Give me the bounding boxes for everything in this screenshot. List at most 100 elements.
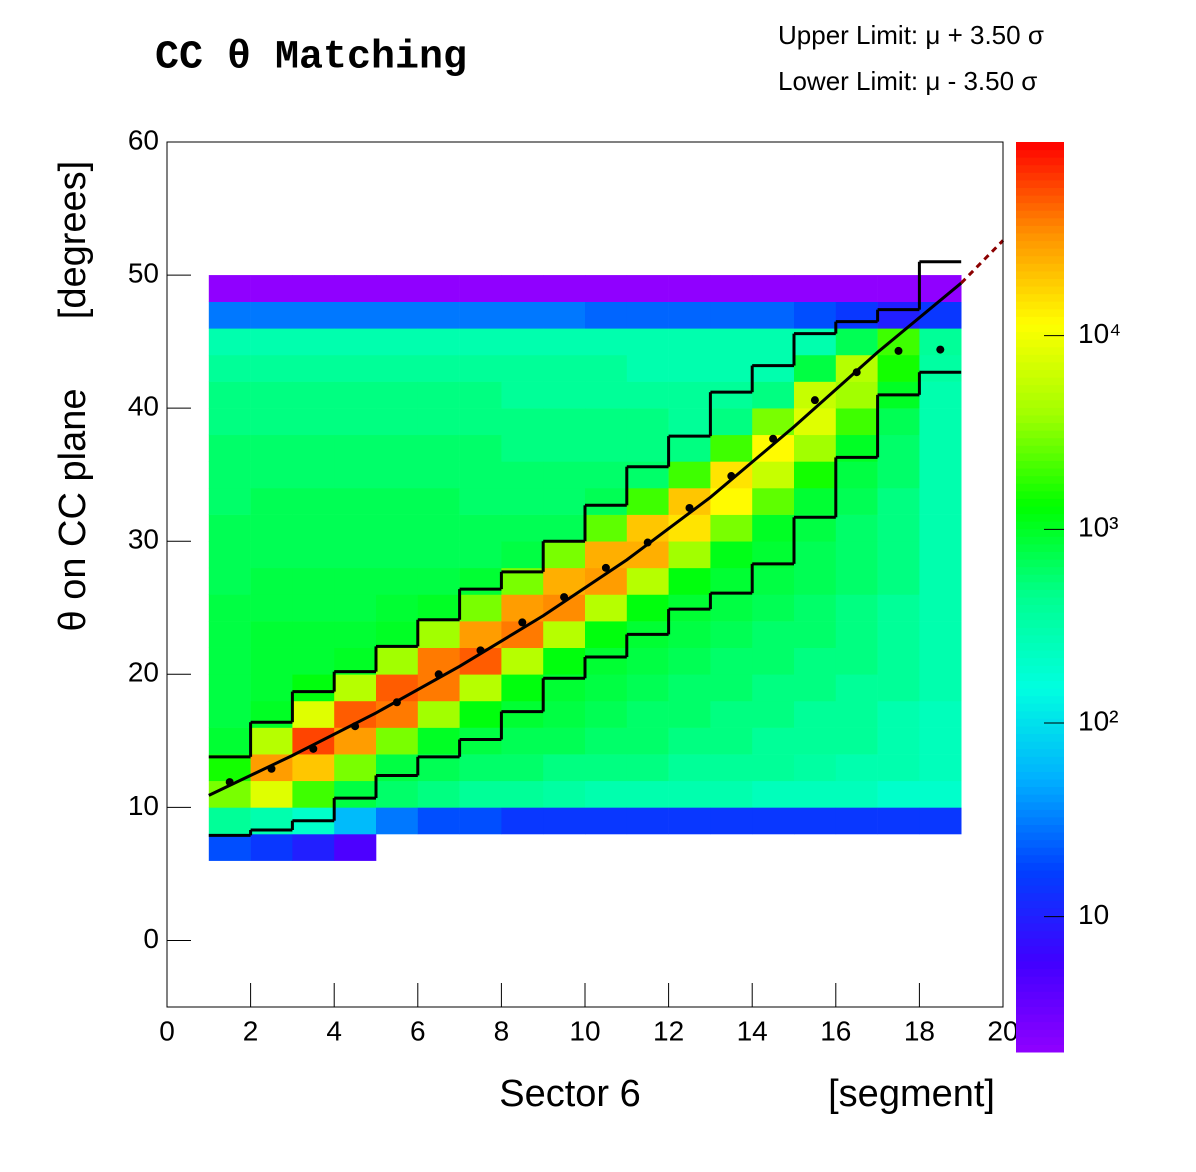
heatmap-cell <box>543 754 586 782</box>
heatmap-cell <box>334 354 377 382</box>
heatmap-cell <box>334 541 377 569</box>
heatmap-cell <box>752 807 795 835</box>
heatmap-cell <box>626 674 669 702</box>
y-tick-label: 50 <box>128 257 159 288</box>
colorbar-band <box>1016 627 1064 636</box>
colorbar-band <box>1016 983 1064 992</box>
heatmap-cell <box>877 700 920 728</box>
y-tick-label: 40 <box>128 391 159 422</box>
colorbar-band <box>1016 551 1064 560</box>
heatmap-cell <box>417 434 460 462</box>
heatmap-cell <box>376 461 419 489</box>
mean-point <box>267 764 276 773</box>
colorbar-band <box>1016 566 1064 575</box>
colorbar-band <box>1016 513 1064 522</box>
colorbar-band <box>1016 816 1064 825</box>
heatmap-cell <box>376 328 419 356</box>
heatmap-cell <box>376 408 419 436</box>
colorbar-band <box>1016 559 1064 568</box>
colorbar-band <box>1016 399 1064 408</box>
heatmap-cell <box>459 541 502 569</box>
heatmap-cell <box>459 514 502 542</box>
heatmap-cell <box>668 567 711 595</box>
heatmap-cell <box>208 488 251 515</box>
heatmap-cell <box>668 514 711 542</box>
heatmap-cell <box>501 434 544 462</box>
heatmap-cell <box>710 434 753 462</box>
heatmap-cell <box>710 700 753 728</box>
colorbar-band <box>1016 612 1064 621</box>
heatmap-cell <box>376 567 419 595</box>
heatmap-cell <box>208 567 251 595</box>
colorbar-band <box>1016 915 1064 924</box>
heatmap-cell <box>710 541 753 569</box>
mean-point <box>225 778 234 787</box>
heatmap-cell <box>376 647 419 675</box>
colorbar-band <box>1016 900 1064 909</box>
heatmap-cell <box>668 700 711 728</box>
heatmap-cell <box>292 674 335 702</box>
heatmap-cell <box>501 727 544 755</box>
fit-extrapolation <box>960 239 1005 285</box>
heatmap-cell <box>835 674 878 702</box>
colorbar-band <box>1016 801 1064 810</box>
heatmap-cell <box>794 541 837 569</box>
heatmap-cell <box>668 807 711 835</box>
heatmap-cell <box>543 541 586 569</box>
colorbar-band <box>1016 437 1064 446</box>
z-tick-label: 10 <box>1078 899 1109 930</box>
heatmap-cell <box>501 328 544 356</box>
heatmap-cell <box>877 275 920 302</box>
heatmap-cell <box>417 301 460 329</box>
annotation: Upper Limit: μ + 3.50 σ <box>778 20 1044 50</box>
colorbar-band <box>1016 369 1064 378</box>
heatmap-cell <box>292 381 335 409</box>
x-tick-label: 0 <box>159 1015 175 1046</box>
heatmap-cell <box>752 514 795 542</box>
y-axis-label: [degrees] <box>52 161 94 319</box>
colorbar-band <box>1016 786 1064 795</box>
heatmap-cell <box>668 780 711 808</box>
heatmap-cell <box>334 488 377 515</box>
heatmap-cell <box>752 275 795 302</box>
heatmap-cell <box>835 594 878 622</box>
heatmap-cell <box>794 594 837 622</box>
heatmap-cell <box>626 354 669 382</box>
mean-point <box>476 646 485 655</box>
heatmap-cell <box>585 275 628 302</box>
colorbar-band <box>1016 725 1064 734</box>
heatmap-cell <box>585 807 628 835</box>
heatmap-cell <box>250 275 293 302</box>
heatmap-cell <box>292 700 335 728</box>
heatmap-cell <box>877 754 920 782</box>
heatmap-cell <box>376 674 419 702</box>
heatmap-cell <box>710 301 753 329</box>
colorbar-band <box>1016 854 1064 863</box>
heatmap-cell <box>752 381 795 409</box>
heatmap-cell <box>877 488 920 515</box>
heatmap-cell <box>208 621 251 648</box>
colorbar-band <box>1016 324 1064 333</box>
heatmap-cell <box>752 594 795 622</box>
heatmap-cell <box>208 700 251 728</box>
colorbar-band <box>1016 961 1064 970</box>
heatmap-cell <box>877 727 920 755</box>
heatmap-cell <box>417 780 460 808</box>
heatmap-cell <box>919 594 962 622</box>
heatmap-cell <box>208 328 251 356</box>
heatmap-cell <box>250 834 293 861</box>
heatmap-cell <box>250 594 293 622</box>
heatmap-cell <box>877 674 920 702</box>
heatmap-cell <box>626 275 669 302</box>
colorbar-band <box>1016 1036 1064 1045</box>
heatmap-cell <box>919 567 962 595</box>
heatmap-cell <box>501 807 544 835</box>
heatmap-cell <box>334 647 377 675</box>
heatmap-cell <box>835 754 878 782</box>
heatmap-cell <box>417 754 460 782</box>
heatmap-cell <box>208 674 251 702</box>
heatmap-cell <box>208 514 251 542</box>
heatmap-cell <box>376 727 419 755</box>
heatmap-cell <box>710 594 753 622</box>
heatmap-cell <box>626 514 669 542</box>
